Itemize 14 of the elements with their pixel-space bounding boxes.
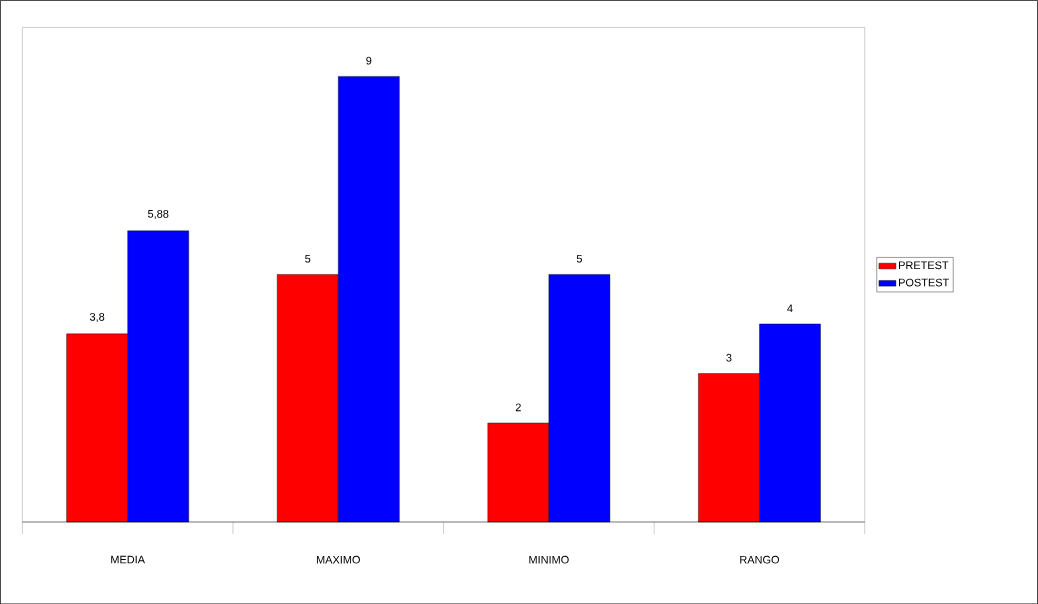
legend-label: POSTEST [899, 278, 949, 287]
data-label: 3 [726, 353, 732, 362]
data-label: 4 [787, 304, 793, 312]
x-tick-label: RANGO [740, 555, 779, 564]
data-label: 2 [515, 403, 521, 411]
legend-label: PRETEST [899, 261, 949, 269]
data-label: 5 [576, 254, 582, 263]
data-label: 3,8 [89, 312, 105, 322]
data-label: 5,88 [148, 209, 169, 219]
x-tick-label: MAXIMO [316, 555, 360, 564]
data-label: 5 [305, 254, 311, 263]
x-tick-label: MEDIA [111, 555, 145, 564]
x-tick-label: MINIMO [529, 555, 569, 564]
data-label: 9 [366, 56, 372, 65]
